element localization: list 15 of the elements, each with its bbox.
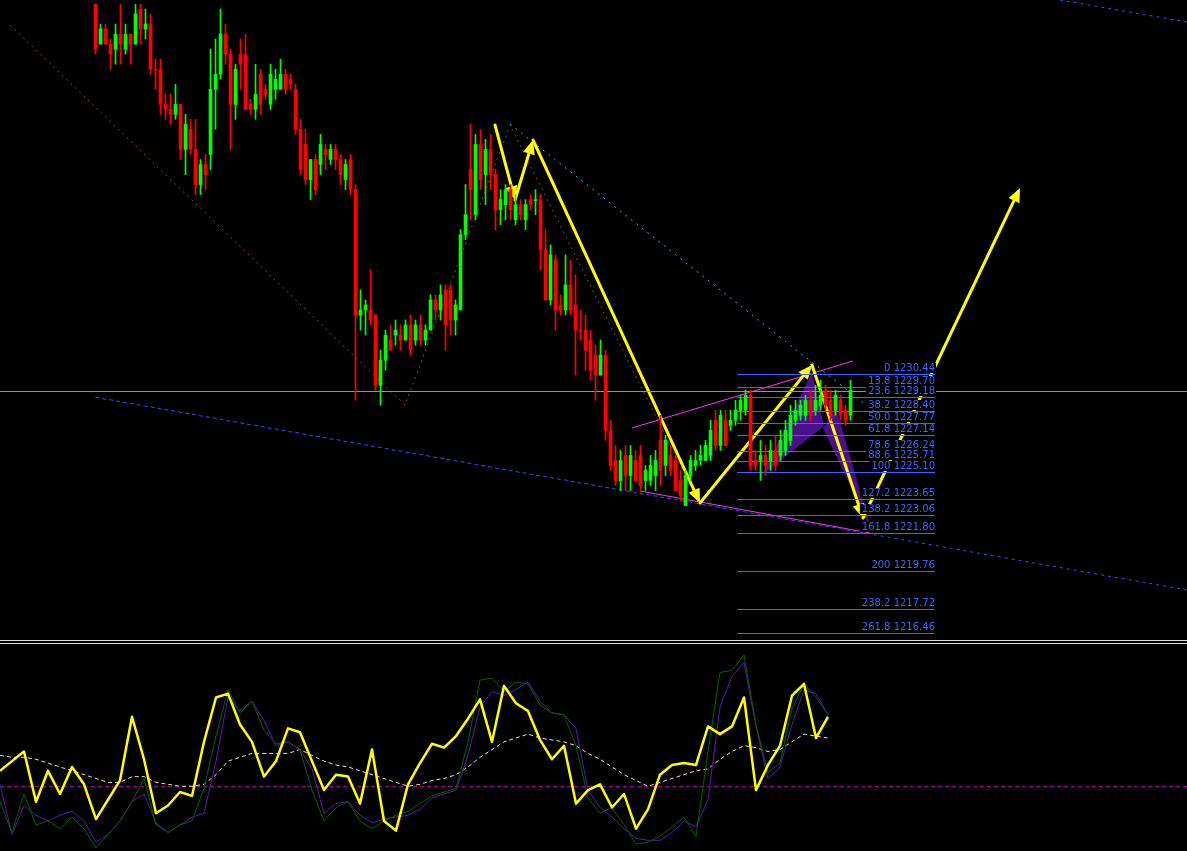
- text: 23.6 1229.18: [868, 384, 935, 396]
- text: 127.2 1223.65: [861, 486, 935, 498]
- text: 238.2 1217.72: [861, 596, 935, 608]
- text: 78.6 1226.24: [868, 438, 935, 450]
- text: 0 1230.44: [884, 361, 935, 373]
- text: 88.6 1225.71: [868, 448, 935, 460]
- text: 161.8 1221.80: [861, 520, 935, 532]
- text: 138.2 1223.06: [861, 502, 935, 514]
- text: 200 1219.76: [871, 558, 935, 570]
- text: 100 1225.10: [871, 459, 935, 471]
- text: 61.8 1227.14: [868, 422, 935, 434]
- text: 261.8 1216.46: [861, 620, 935, 632]
- text: 13.8 1229.70: [868, 374, 935, 386]
- text: 50.0 1227.77: [868, 410, 935, 422]
- text: 38.2 1228.40: [868, 398, 935, 410]
